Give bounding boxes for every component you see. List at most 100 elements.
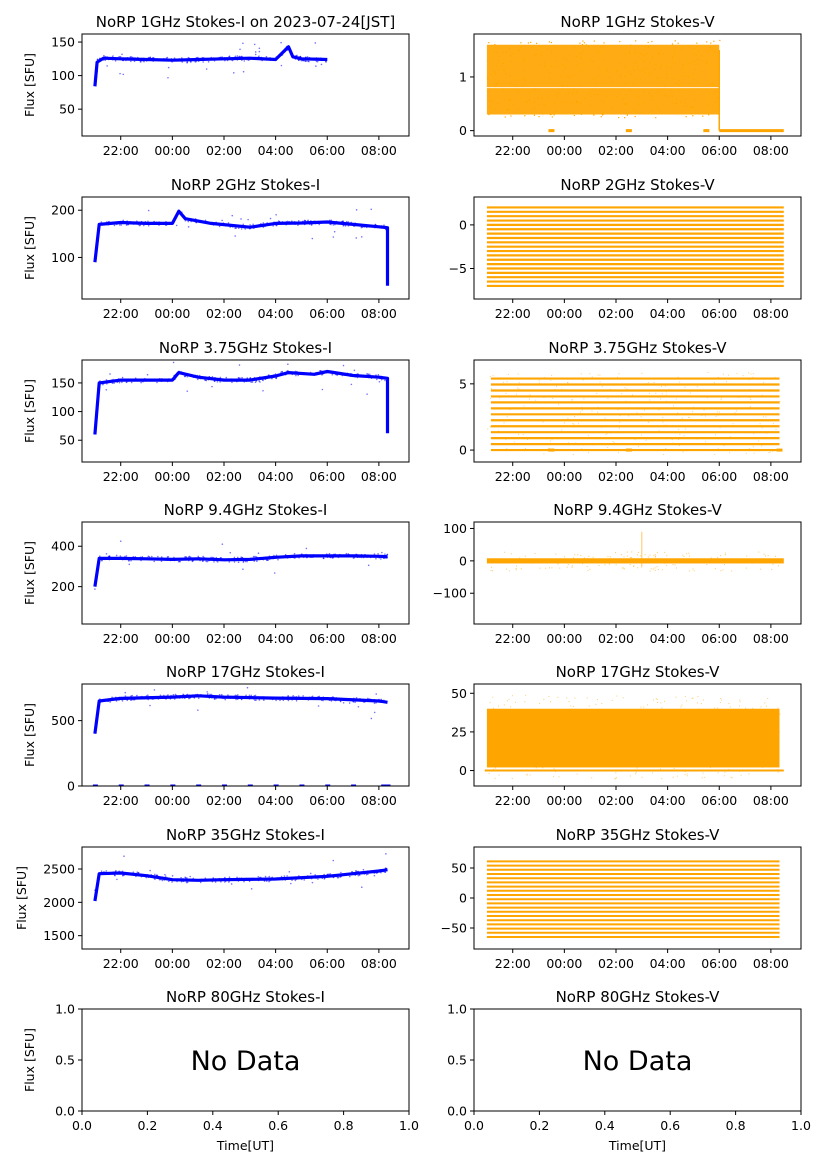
data-point <box>627 722 629 724</box>
data-point <box>508 698 510 700</box>
data-point <box>579 411 581 413</box>
data-point <box>530 749 532 751</box>
data-point <box>256 556 258 559</box>
data-point <box>633 566 635 568</box>
data-point <box>148 555 151 558</box>
data-point <box>113 224 116 227</box>
data-point <box>361 699 364 702</box>
x-tick-label: 08:00 <box>753 793 789 808</box>
data-point <box>626 561 628 563</box>
data-point <box>376 700 378 702</box>
x-tick-label: 06:00 <box>701 631 737 646</box>
data-point <box>535 726 537 728</box>
data-point <box>342 701 345 704</box>
data-point <box>729 436 731 438</box>
axes-frame <box>81 846 410 950</box>
y-tick-label: 50 <box>59 433 75 448</box>
data-point <box>626 103 628 105</box>
data-point <box>548 96 550 98</box>
data-point <box>343 374 345 376</box>
data-point <box>216 561 219 563</box>
data-point <box>649 399 651 401</box>
data-point <box>187 56 190 59</box>
data-point <box>548 71 550 74</box>
data-point <box>595 703 597 705</box>
data-point <box>334 223 336 226</box>
data-point <box>140 378 143 381</box>
data-point <box>189 556 192 558</box>
data-point <box>153 220 155 223</box>
data-point <box>528 398 530 400</box>
data-point <box>240 877 243 879</box>
data-point <box>311 875 314 878</box>
data-point <box>585 711 587 713</box>
data-point <box>301 878 303 881</box>
data-point <box>277 221 279 224</box>
data-point <box>223 697 225 700</box>
data-point <box>362 224 364 227</box>
data-point <box>380 871 382 874</box>
data-point <box>636 412 638 414</box>
data-point <box>503 704 505 706</box>
data-point <box>218 877 221 880</box>
data-point <box>144 875 146 877</box>
band <box>486 558 784 564</box>
data-point <box>126 379 129 381</box>
data-point <box>625 68 627 70</box>
data-point <box>214 698 216 700</box>
data-point <box>143 60 145 63</box>
data-point <box>732 423 734 425</box>
data-point <box>620 432 622 434</box>
data-point <box>209 223 212 225</box>
data-point <box>226 59 229 62</box>
data-point <box>196 374 199 377</box>
data-point <box>294 223 296 225</box>
data-point <box>751 737 753 739</box>
data-point <box>338 553 341 556</box>
data-point <box>234 694 237 697</box>
data-point <box>106 56 108 58</box>
data-point <box>725 726 727 728</box>
data-point <box>692 53 695 55</box>
data-point <box>268 558 271 560</box>
data-point <box>779 400 781 402</box>
data-point <box>199 558 202 560</box>
data-point <box>488 772 490 774</box>
data-point <box>255 697 258 699</box>
chart-title: NoRP 9.4GHz Stokes-V <box>553 501 722 519</box>
data-point <box>268 875 271 878</box>
data-point <box>257 225 259 227</box>
data-point <box>628 725 630 727</box>
data-point <box>251 381 254 383</box>
data-point <box>375 374 377 376</box>
data-point <box>157 698 160 700</box>
data-point <box>516 393 518 395</box>
data-point <box>490 398 492 400</box>
data-point <box>328 873 330 875</box>
data-point <box>624 103 627 105</box>
data-point <box>721 699 723 701</box>
data-point <box>720 399 722 401</box>
x-tick-label: 00:00 <box>546 143 582 158</box>
data-point <box>232 72 235 74</box>
data-point <box>656 701 658 703</box>
data-point <box>228 561 231 563</box>
data-point <box>236 558 239 561</box>
data-point <box>553 420 555 422</box>
data-point <box>287 363 289 365</box>
data-point <box>286 698 289 701</box>
data-point <box>680 101 682 103</box>
data-point <box>185 374 187 376</box>
data-point <box>344 225 347 227</box>
data-point <box>505 51 508 53</box>
data-point <box>655 90 657 92</box>
dropout-mark <box>548 448 555 452</box>
data-point <box>486 76 489 78</box>
data-point <box>242 379 245 382</box>
data-point <box>685 414 687 416</box>
data-point <box>178 212 181 215</box>
data-point <box>667 95 669 97</box>
data-point <box>647 45 649 47</box>
data-point <box>617 409 619 411</box>
data-point <box>179 558 182 561</box>
